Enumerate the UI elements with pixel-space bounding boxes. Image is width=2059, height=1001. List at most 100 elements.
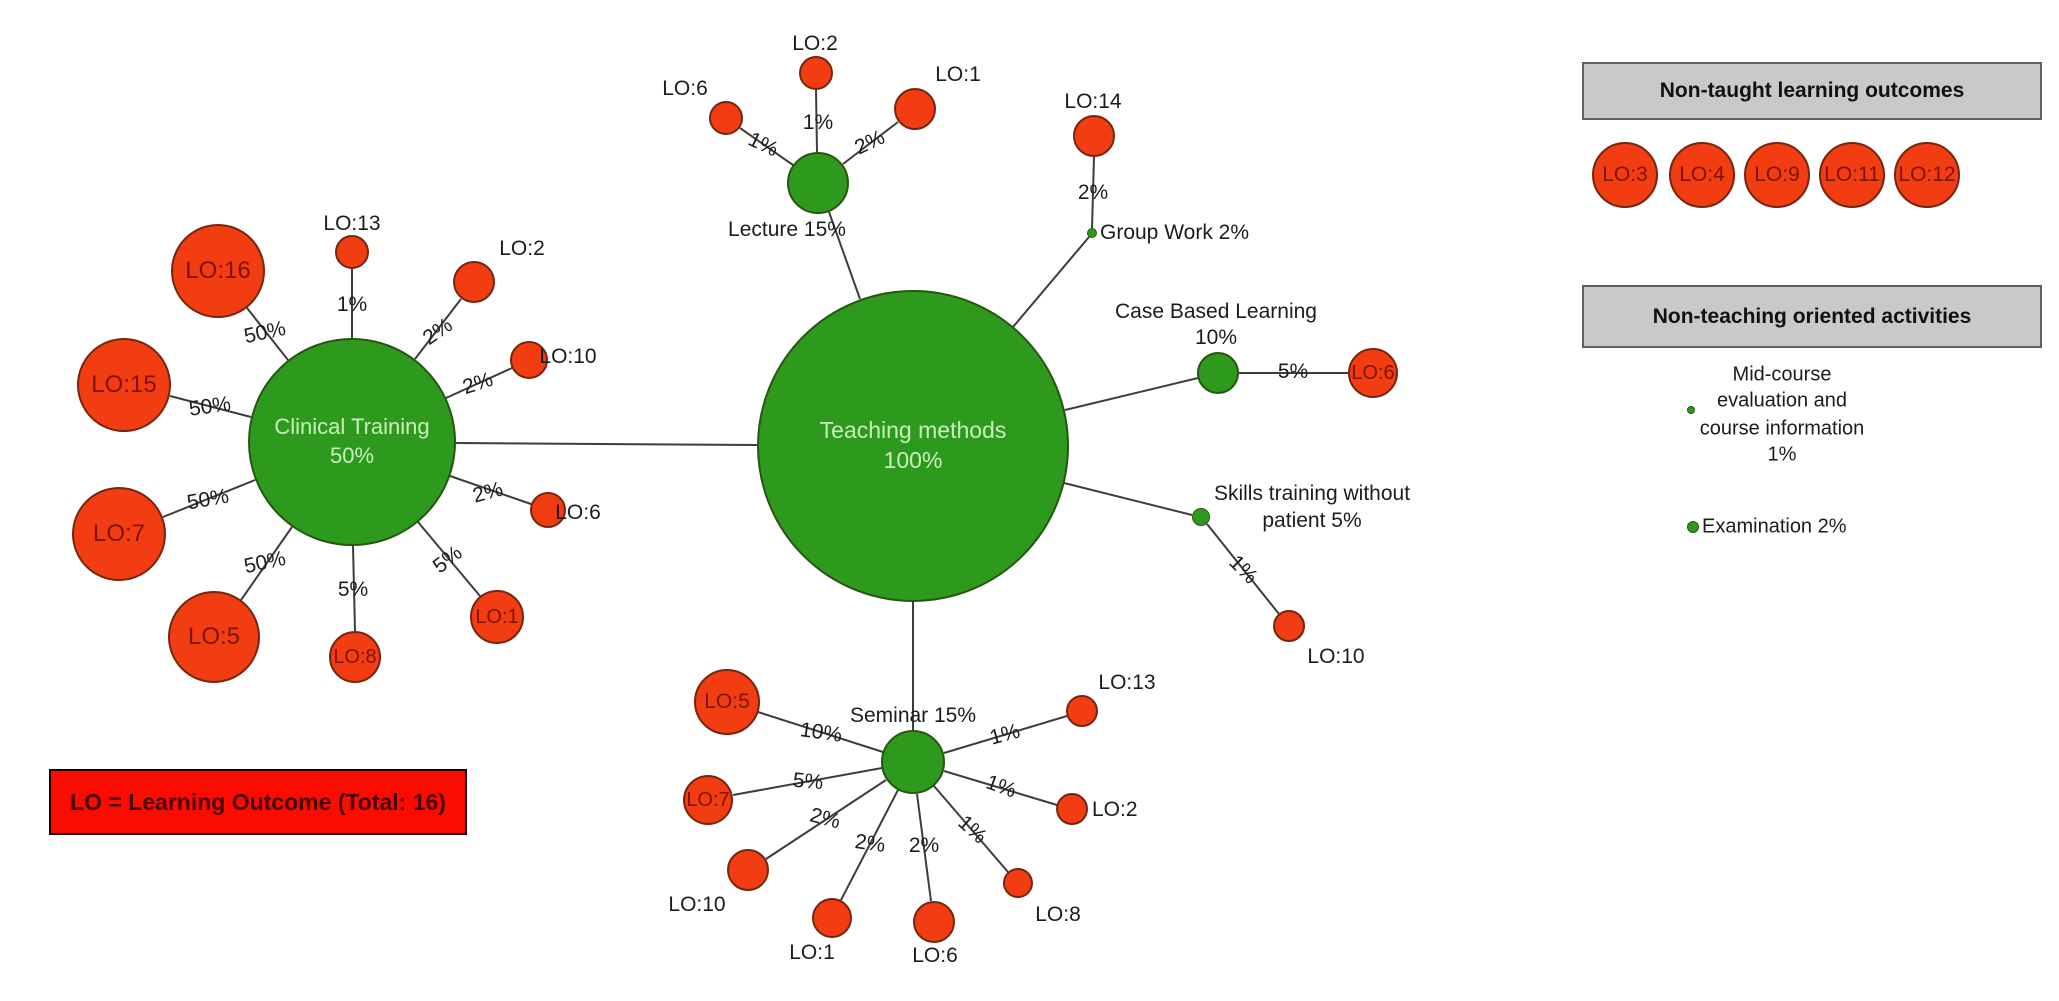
activity-node-case-based-learning <box>1197 352 1239 394</box>
text-label: LO:2 <box>792 32 838 55</box>
ct-lo15-label: LO:15 <box>91 371 157 399</box>
text-label: 5% <box>791 768 825 795</box>
text-label: LO:6 <box>555 501 601 524</box>
text-label: 1% <box>1767 443 1797 466</box>
outcome-node-nt-lo4: LO:4 <box>1669 142 1735 208</box>
edge-line <box>455 442 758 446</box>
non-taught-outcomes-title: Non-taught learning outcomes <box>1659 79 1965 102</box>
edge-line <box>240 526 293 601</box>
outcome-node-ct-lo5: LO:5 <box>168 591 260 683</box>
ct-lo16-label: LO:16 <box>185 257 251 285</box>
text-label: Lecture 15% <box>728 218 846 241</box>
outcome-node-ct-lo1: LO:1 <box>470 590 524 644</box>
outcome-node-sem-lo2 <box>1056 793 1088 825</box>
non-taught-outcomes-header: Non-taught learning outcomes <box>1582 62 2042 120</box>
ct-lo7-label: LO:7 <box>92 520 146 548</box>
outcome-node-sem-lo6 <box>913 901 955 943</box>
outcome-node-ct-lo8: LO:8 <box>329 631 381 683</box>
edge-line <box>445 367 513 399</box>
text-label: evaluation and <box>1716 389 1848 412</box>
text-label: LO:10 <box>668 893 726 916</box>
outcome-node-sem-lo5: LO:5 <box>694 669 760 735</box>
text-label: Mid-course <box>1732 363 1832 386</box>
activity-node-mid-course-dot <box>1687 406 1695 414</box>
outcome-node-ct-lo10 <box>510 341 548 379</box>
text-label: 2% <box>908 834 940 857</box>
text-label: LO:13 <box>1098 671 1156 694</box>
edge-line <box>246 307 289 361</box>
text-label: Examination 2% <box>1702 515 1847 538</box>
text-label: LO:14 <box>1064 90 1122 113</box>
text-label: Seminar 15% <box>849 704 977 727</box>
ct-lo5-label: LO:5 <box>187 623 241 651</box>
outcome-node-nt-lo11: LO:11 <box>1819 142 1885 208</box>
text-label: patient 5% <box>1262 509 1362 532</box>
legend-text: LO = Learning Outcome (Total: 16) <box>70 788 446 815</box>
activity-node-skills-training-dot <box>1192 508 1210 526</box>
edge-line <box>417 521 481 597</box>
edge-line <box>757 711 884 753</box>
nt-lo11-label: LO:11 <box>1824 162 1880 186</box>
edge-line <box>414 298 462 360</box>
text-label: LO:8 <box>1035 903 1081 926</box>
edge-line <box>815 89 818 153</box>
nt-lo3-label: LO:3 <box>1602 162 1648 186</box>
activity-node-teaching-methods: Teaching methods 100% <box>757 290 1069 602</box>
non-teaching-activities-header: Non-teaching oriented activities <box>1582 285 2042 348</box>
nt-lo9-label: LO:9 <box>1754 162 1800 186</box>
text-label: course information <box>1699 417 1865 440</box>
edge-line <box>842 121 899 165</box>
activity-node-seminar <box>881 730 945 794</box>
outcome-node-ct-lo2 <box>453 261 495 303</box>
outcome-node-ct-lo16: LO:16 <box>171 224 265 318</box>
outcome-node-sem-lo7: LO:7 <box>683 775 733 825</box>
edge-line <box>449 475 532 505</box>
legend-box: LO = Learning Outcome (Total: 16) <box>49 769 467 835</box>
edge-line <box>840 789 899 901</box>
outcome-node-ct-lo13 <box>335 235 369 269</box>
outcome-node-sem-lo8 <box>1003 868 1033 898</box>
edge-line <box>933 785 1009 873</box>
edge-line <box>1091 156 1095 229</box>
text-label: Skills training without <box>1213 482 1411 505</box>
activity-node-examination-dot <box>1687 521 1699 533</box>
outcome-node-nt-lo3: LO:3 <box>1592 142 1658 208</box>
clinical-training-label: Clinical Training 50% <box>274 414 430 468</box>
sem-lo7-label: LO:7 <box>686 788 730 811</box>
outcome-node-gw-lo14 <box>1073 115 1115 157</box>
edge-line <box>943 715 1068 754</box>
edge-line <box>352 545 356 632</box>
text-label: LO:10 <box>1307 645 1365 668</box>
edge-line <box>765 779 887 860</box>
outcome-node-lec-lo2 <box>799 56 833 90</box>
sem-lo5-label: LO:5 <box>704 689 750 713</box>
outcome-node-nt-lo9: LO:9 <box>1744 142 1810 208</box>
non-teaching-activities-title: Non-teaching oriented activities <box>1652 304 1972 328</box>
ct-lo1-label: LO:1 <box>475 605 519 628</box>
activity-node-group-work-dot <box>1087 228 1097 238</box>
edge-line <box>1206 523 1280 615</box>
edge-line <box>739 127 794 166</box>
edge-line <box>916 793 932 902</box>
outcome-node-st-lo10 <box>1273 610 1305 642</box>
text-label: Group Work 2% <box>1100 221 1249 244</box>
outcome-node-ct-lo15: LO:15 <box>77 338 171 432</box>
text-label: LO:1 <box>789 941 835 964</box>
edge-line <box>1012 236 1090 328</box>
ct-lo8-label: LO:8 <box>333 645 377 668</box>
text-label: LO:2 <box>1092 798 1138 821</box>
text-label: LO:10 <box>539 345 597 368</box>
cbl-lo6-label: LO:6 <box>1351 361 1395 384</box>
text-label: LO:13 <box>323 212 381 235</box>
text-label: 2% <box>853 830 887 858</box>
teaching-methods-label: Teaching methods 100% <box>819 417 1007 473</box>
text-label: 1% <box>336 293 368 316</box>
outcome-node-cbl-lo6: LO:6 <box>1348 348 1398 398</box>
text-label: 5% <box>1277 360 1309 383</box>
edge-line <box>162 479 256 518</box>
outcome-node-nt-lo12: LO:12 <box>1894 142 1960 208</box>
activity-node-clinical-training: Clinical Training 50% <box>248 338 456 546</box>
text-label: 10% <box>1194 326 1238 349</box>
